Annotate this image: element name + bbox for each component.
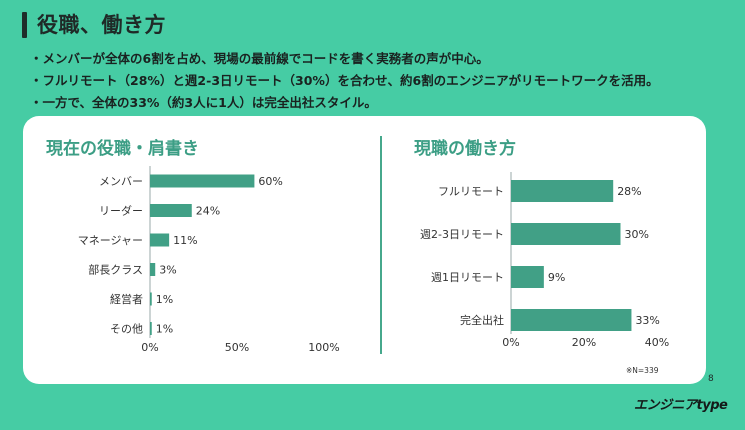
bar [150, 233, 170, 247]
tick-label: 50% [225, 341, 249, 354]
bar [150, 174, 255, 188]
value-label: 30% [625, 228, 649, 241]
summary-bullets: メンバーが全体の6割を占め、現場の最前線でコードを書く実務者の声が中心。 フルリ… [30, 48, 659, 114]
bullet-item: 一方で、全体の33%（約3人に1人）は完全出社スタイル。 [30, 92, 659, 114]
chart-title-role: 現在の役職・肩書き [46, 139, 199, 159]
bar [150, 263, 156, 276]
bullet-item: メンバーが全体の6割を占め、現場の最前線でコードを書く実務者の声が中心。 [30, 48, 659, 70]
chart-card [23, 116, 706, 384]
category-label: リーダー [99, 204, 143, 218]
tick-label: 0% [141, 341, 158, 354]
value-label: 33% [635, 314, 659, 327]
page-title: 役職、働き方 [37, 13, 166, 37]
title-accent-bar [22, 12, 27, 38]
category-label: マネージャー [78, 234, 143, 247]
category-label: メンバー [99, 175, 143, 188]
tick-label: 0% [502, 336, 519, 349]
value-label: 3% [159, 264, 176, 277]
bar [150, 322, 152, 335]
bar [150, 292, 152, 306]
chart-title-workstyle: 現職の働き方 [414, 139, 516, 159]
page-number: 8 [708, 374, 714, 384]
sample-size-note: ※N=339 [626, 366, 659, 375]
value-label: 60% [258, 175, 282, 188]
bar [150, 204, 192, 217]
value-label: 1% [156, 323, 173, 336]
bullet-item: フルリモート（28%）と週2-3日リモート（30%）を合わせ、約6割のエンジニア… [30, 70, 659, 92]
value-label: 11% [173, 234, 197, 247]
tick-label: 40% [645, 336, 669, 349]
tick-label: 20% [572, 336, 596, 349]
value-label: 9% [548, 271, 565, 284]
category-label: 週2-3日リモート [420, 228, 504, 241]
value-label: 24% [196, 205, 220, 218]
bar [511, 309, 632, 331]
bar [511, 180, 614, 202]
value-label: 28% [617, 185, 641, 198]
category-label: その他 [110, 323, 143, 336]
bar [511, 266, 544, 288]
brand-logo: エンジニアtype [634, 398, 728, 413]
category-label: 部長クラス [88, 263, 143, 277]
value-label: 1% [156, 293, 173, 306]
category-label: フルリモート [438, 185, 504, 198]
category-label: 経営者 [110, 292, 143, 306]
category-label: 週1日リモート [431, 271, 504, 284]
tick-label: 100% [308, 341, 339, 354]
category-label: 完全出社 [460, 313, 504, 327]
panel-divider [380, 136, 382, 354]
bar [511, 223, 621, 245]
